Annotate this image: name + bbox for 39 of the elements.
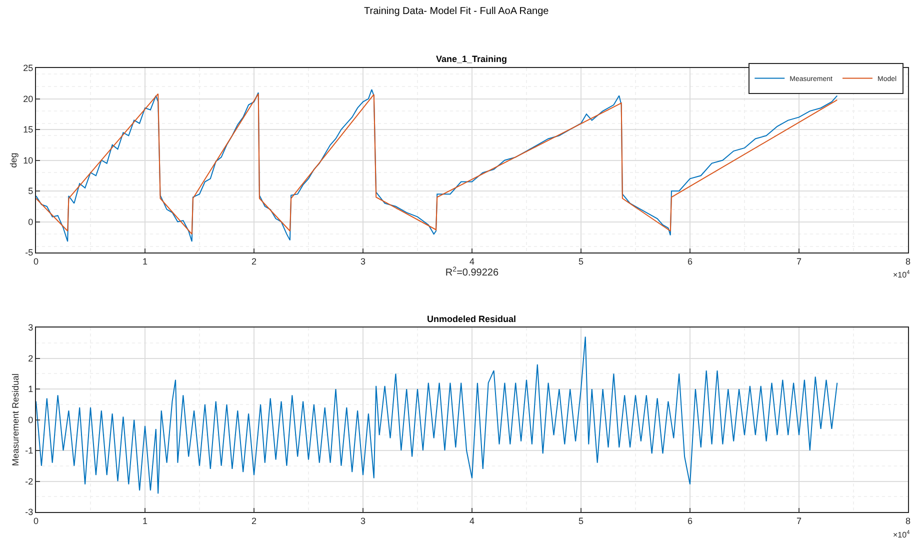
- y-tick-label: -5: [25, 248, 34, 258]
- y-tick-label: -1: [25, 446, 34, 456]
- x-tick-label: 4: [469, 516, 475, 526]
- x-tick-label: 7: [796, 516, 802, 526]
- y-tick-label: 3: [28, 322, 34, 333]
- y-tick-label: 2: [28, 353, 34, 364]
- x-tick-label: 4: [469, 256, 475, 266]
- y-axis-title: deg: [8, 152, 19, 168]
- y-tick-label: 20: [23, 94, 34, 104]
- y-tick-label: 10: [23, 155, 34, 166]
- chart-title: Vane_1_Training: [436, 54, 508, 64]
- chart-title: Unmodeled Residual: [427, 314, 516, 324]
- text: ×10$^{4}$: [893, 530, 910, 540]
- x-tick-label: 5: [578, 516, 584, 526]
- x-tick-label: 1: [142, 256, 148, 266]
- x-tick-label: 7: [796, 256, 802, 266]
- y-tick-label: 0: [28, 216, 34, 227]
- x-tick-label: 8: [905, 516, 911, 526]
- y-tick-label: 0: [28, 414, 34, 425]
- y-tick-label: 15: [23, 124, 34, 135]
- y-tick-label: 5: [28, 186, 34, 196]
- x-tick-label: 6: [687, 516, 693, 526]
- x-tick-label: 2: [251, 516, 257, 526]
- x-tick-label: 1: [142, 516, 148, 526]
- y-tick-label: -2: [25, 476, 34, 486]
- x-tick-label: 5: [578, 256, 584, 266]
- text: ×10$^{4}$: [893, 270, 910, 280]
- y-axis-title: Measurement Residual: [10, 373, 21, 466]
- y-tick-label: 25: [23, 63, 34, 74]
- x-axis-title: R$^{2}$=0.99226: [445, 266, 499, 278]
- x-tick-label: 6: [687, 256, 693, 266]
- line-series: [36, 336, 838, 494]
- y-tick-label: -3: [25, 507, 34, 518]
- x-tick-label: 8: [905, 256, 911, 266]
- x-tick-label: 3: [360, 516, 366, 526]
- y-tick-label: 1: [28, 384, 34, 394]
- x-tick-label: 2: [251, 256, 257, 266]
- text: Training Data- Model Fit - Full AoA Range: [364, 6, 550, 17]
- x-tick-label: 3: [360, 256, 366, 266]
